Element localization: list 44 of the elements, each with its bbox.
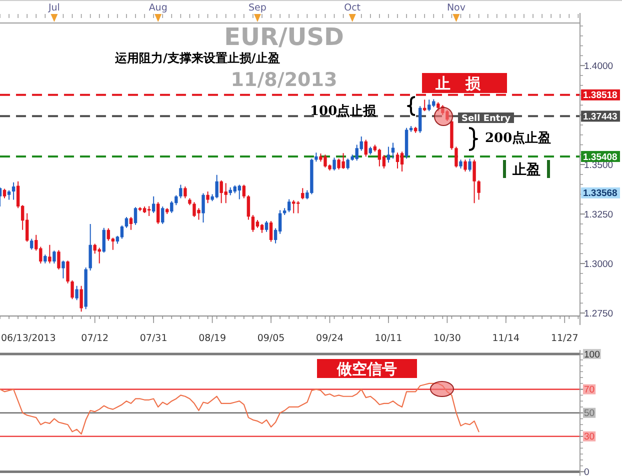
annotation: Sell Entry [461,114,511,124]
annotation: 100点止损 [310,104,376,119]
x-tick-label: 07/12 [81,333,109,344]
y-tick-label: 70 [584,384,595,396]
x-tick-label: 07/31 [140,333,168,344]
x-tick-label: 08/19 [198,333,226,344]
annotation: 做空信号 [336,360,397,378]
annotation: 06/13/2013 [1,333,56,344]
annotation: Jul [48,2,60,22]
ref-line-label: 1.37443 [583,111,618,122]
annotation: 止 损 [434,74,482,92]
annotation: 运用阻力/支撑来设置止损/止盈 [115,51,280,65]
x-tick-label: 11/27 [550,333,578,344]
annotation: Oct [344,2,361,22]
annotation: Sell Entry [458,112,514,124]
annotation: Sep [248,2,266,22]
y-tick-label: 30 [584,432,595,443]
y-tick-label: 1.3250 [584,209,614,220]
subtitle: 11/8/2013 [230,69,338,91]
annotation: Nov [446,2,466,22]
x-tick-label: 09/24 [316,333,344,344]
ref-tag: 1.37443 [581,110,620,122]
ref-tag: 1.35408 [581,150,620,163]
y-tick-label: 100 [584,349,600,360]
annotation: 200点止盈 [485,131,552,146]
annotation: Aug [148,2,168,22]
x-tick-label: 09/05 [257,333,285,344]
title: EUR/USD [224,23,344,51]
ref-line-label: 1.38518 [583,90,618,102]
annotation: 止盈 [512,162,540,178]
annotation: 做空信号 [317,359,417,378]
ref-line-label: 1.35408 [583,152,618,163]
y-tick-label: 1.4000 [584,60,614,72]
ref-tag: 1.38518 [581,89,620,102]
annotation: 止盈 [503,160,550,178]
annotation: 止 损 [422,73,507,93]
y-tick-label: 1.2750 [584,308,614,320]
x-tick-label: 11/14 [492,333,520,344]
y-tick-label: 50 [584,408,595,420]
y-tick-label: 1.3000 [584,258,614,270]
x-tick-label: 10/11 [374,333,402,344]
y-tick-label: 0 [584,467,590,476]
price-tag: 1.33568 [581,187,620,200]
x-tick-label: 10/30 [434,333,461,344]
